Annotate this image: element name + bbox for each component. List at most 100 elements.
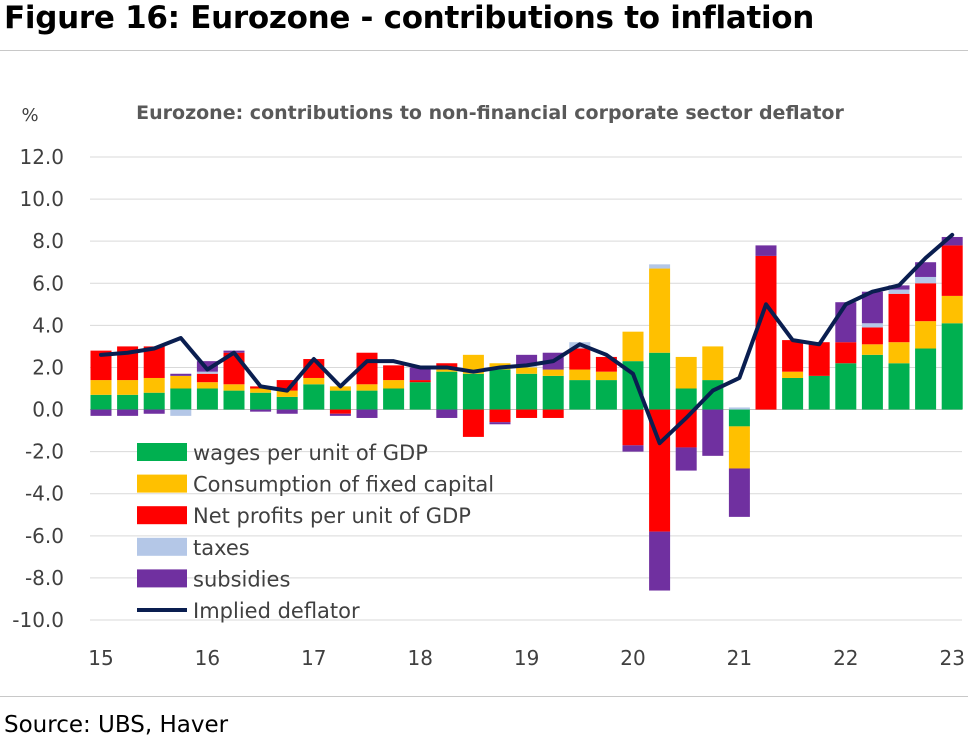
bar-segment bbox=[462, 409, 484, 437]
figure-title: Figure 16: Eurozone - contributions to i… bbox=[4, 0, 815, 36]
bar-segment bbox=[782, 371, 804, 378]
bar-segment bbox=[196, 371, 218, 374]
bar-segment bbox=[888, 363, 910, 410]
y-tick-label: -6.0 bbox=[25, 524, 64, 548]
bar-segment bbox=[196, 382, 218, 389]
y-tick-label: -2.0 bbox=[25, 440, 64, 464]
legend-swatch bbox=[137, 569, 187, 588]
bar-segment bbox=[835, 363, 857, 410]
bar-segment bbox=[649, 264, 671, 269]
bar-segment bbox=[755, 245, 777, 256]
source-note: Source: UBS, Haver bbox=[4, 712, 229, 738]
bar-segment bbox=[702, 346, 724, 381]
bar-segment bbox=[516, 373, 538, 410]
y-tick-label: -10.0 bbox=[12, 608, 64, 632]
bar-segment bbox=[276, 380, 298, 391]
y-axis-ticks: 12.0 10.0 8.0 6.0 4.0 2.0 0.0 -2.0 -4.0 -6.0 -8.0 -… bbox=[12, 145, 64, 632]
bar-segment bbox=[516, 354, 538, 366]
bar-segment bbox=[728, 409, 750, 427]
y-tick-label: -4.0 bbox=[25, 482, 64, 506]
x-tick-label: 22 bbox=[833, 646, 858, 670]
bar-segment bbox=[223, 384, 245, 391]
bar-segment bbox=[303, 377, 325, 385]
bar-segment bbox=[90, 409, 112, 416]
bar-segment bbox=[808, 375, 830, 410]
bar-segment bbox=[462, 373, 484, 410]
bar-segment bbox=[143, 392, 165, 410]
bar-segment bbox=[675, 356, 697, 389]
x-tick-label: 15 bbox=[88, 646, 113, 670]
bar-segment bbox=[409, 367, 431, 381]
bar-segment bbox=[782, 377, 804, 410]
bar-segment bbox=[888, 293, 910, 343]
legend-label: subsidies bbox=[193, 567, 290, 591]
bar-segment bbox=[356, 409, 378, 418]
bar-segment bbox=[196, 373, 218, 383]
x-tick-label: 19 bbox=[514, 646, 539, 670]
bar-segment bbox=[861, 291, 883, 324]
bar-segment bbox=[861, 323, 883, 328]
bar-segment bbox=[329, 413, 351, 416]
bar-segment bbox=[808, 342, 830, 376]
bar-segment bbox=[542, 409, 564, 418]
bar-segment bbox=[728, 407, 750, 410]
bar-segment bbox=[915, 283, 937, 322]
x-tick-label: 16 bbox=[195, 646, 220, 670]
bar-segment bbox=[675, 409, 697, 448]
bar-segment bbox=[170, 373, 192, 376]
bar-segment bbox=[888, 342, 910, 364]
bar-segment bbox=[941, 323, 963, 410]
chart-title: Eurozone: contributions to non-financial… bbox=[136, 102, 844, 124]
legend: wages per unit of GDP Consumption of fixe… bbox=[137, 441, 494, 623]
bar-segment bbox=[90, 380, 112, 395]
legend-label: Net profits per unit of GDP bbox=[193, 504, 471, 528]
bar-segment bbox=[117, 394, 139, 410]
bar-segment bbox=[782, 340, 804, 372]
x-tick-label: 21 bbox=[727, 646, 752, 670]
bar-segment bbox=[409, 380, 431, 383]
bar-segment bbox=[835, 302, 857, 343]
bar-segment bbox=[489, 409, 511, 423]
bar-segment bbox=[90, 394, 112, 410]
bar-segment bbox=[888, 289, 910, 294]
bar-segment bbox=[622, 331, 644, 362]
x-tick-label: 23 bbox=[939, 646, 964, 670]
bar-segment bbox=[516, 409, 538, 418]
bar-segment bbox=[143, 377, 165, 393]
bar-segment bbox=[170, 409, 192, 416]
bar-segment bbox=[542, 369, 564, 376]
x-tick-label: 17 bbox=[301, 646, 326, 670]
implied-deflator-line bbox=[99, 232, 955, 446]
bar-segment bbox=[250, 409, 272, 412]
bar-segment bbox=[489, 422, 511, 425]
bar-segment bbox=[861, 344, 883, 355]
bar-segment bbox=[117, 409, 139, 416]
bar-segment bbox=[595, 380, 617, 410]
legend-label: Consumption of fixed capital bbox=[193, 473, 494, 497]
x-tick-label: 20 bbox=[620, 646, 645, 670]
bar-segment bbox=[356, 384, 378, 391]
bar-segment bbox=[223, 390, 245, 410]
x-axis-ticks: 15 16 17 18 19 20 21 22 23 bbox=[88, 646, 965, 670]
bar-segment bbox=[90, 350, 112, 381]
bar-segment bbox=[941, 245, 963, 296]
y-tick-label: 8.0 bbox=[32, 229, 64, 253]
bar-segment bbox=[489, 369, 511, 410]
bar-segment bbox=[409, 382, 431, 410]
bar-segment bbox=[835, 342, 857, 364]
bar-segment bbox=[383, 388, 405, 410]
bar-segment bbox=[383, 380, 405, 389]
legend-label: taxes bbox=[193, 536, 250, 560]
legend-label: Implied deflator bbox=[193, 599, 360, 623]
x-tick-label: 18 bbox=[407, 646, 432, 670]
bar-segment bbox=[861, 327, 883, 345]
chart: Eurozone: contributions to non-financial… bbox=[12, 102, 965, 670]
y-tick-label: 12.0 bbox=[19, 145, 64, 169]
deflator-line-path bbox=[99, 232, 955, 446]
bar-segment bbox=[941, 295, 963, 324]
bar-segment bbox=[196, 361, 218, 372]
bar-segment bbox=[569, 380, 591, 410]
bar-segment bbox=[622, 361, 644, 410]
y-tick-label: -8.0 bbox=[25, 566, 64, 590]
y-tick-label: 4.0 bbox=[32, 313, 64, 337]
